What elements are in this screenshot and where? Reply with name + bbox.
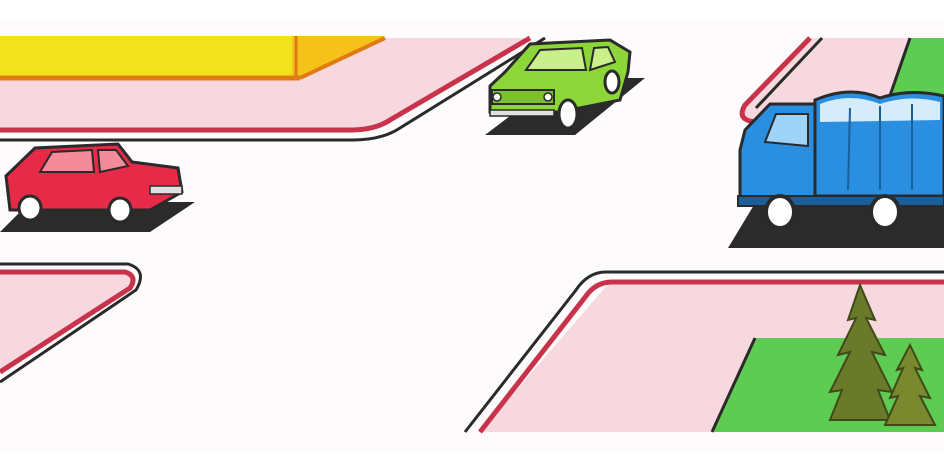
sidewalk-bottom-left [0, 262, 142, 384]
fir-trees [828, 282, 937, 426]
blue-truck [728, 90, 944, 248]
yellow-building [0, 36, 386, 81]
red-car [0, 142, 195, 232]
green-car [485, 38, 645, 135]
